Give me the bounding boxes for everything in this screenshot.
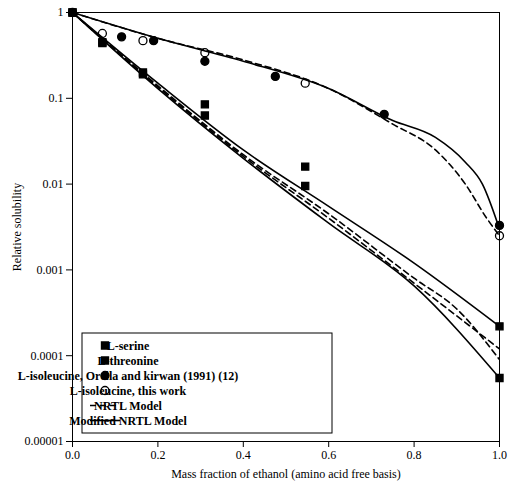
svg-text:0.2: 0.2: [150, 448, 165, 462]
svg-text:L-serine: L-serine: [107, 339, 150, 353]
svg-text:0.0: 0.0: [65, 448, 80, 462]
svg-text:0.01: 0.01: [43, 177, 64, 191]
svg-text:0.4: 0.4: [236, 448, 251, 462]
svg-text:0.0001: 0.0001: [31, 349, 64, 363]
svg-text:Modified NRTL Model: Modified NRTL Model: [69, 414, 187, 428]
svg-text:0.6: 0.6: [321, 448, 336, 462]
svg-text:L-isoleucine, this work: L-isoleucine, this work: [70, 384, 187, 398]
svg-text:Mass fraction of ethanol (amin: Mass fraction of ethanol (amino acid fre…: [171, 467, 401, 481]
svg-text:NRTL Model: NRTL Model: [94, 399, 163, 413]
svg-text:0.8: 0.8: [407, 448, 422, 462]
svg-text:1: 1: [58, 5, 64, 19]
svg-text:L-isoleucine, Orella and kirwa: L-isoleucine, Orella and kirwan (1991) (…: [18, 369, 238, 383]
svg-text:L-threonine: L-threonine: [97, 354, 159, 368]
svg-text:0.00001: 0.00001: [25, 434, 64, 448]
svg-text:1.0: 1.0: [492, 448, 507, 462]
svg-text:0.1: 0.1: [49, 91, 64, 105]
svg-text:Relative solubility: Relative solubility: [10, 183, 24, 271]
svg-text:0.001: 0.001: [37, 263, 64, 277]
